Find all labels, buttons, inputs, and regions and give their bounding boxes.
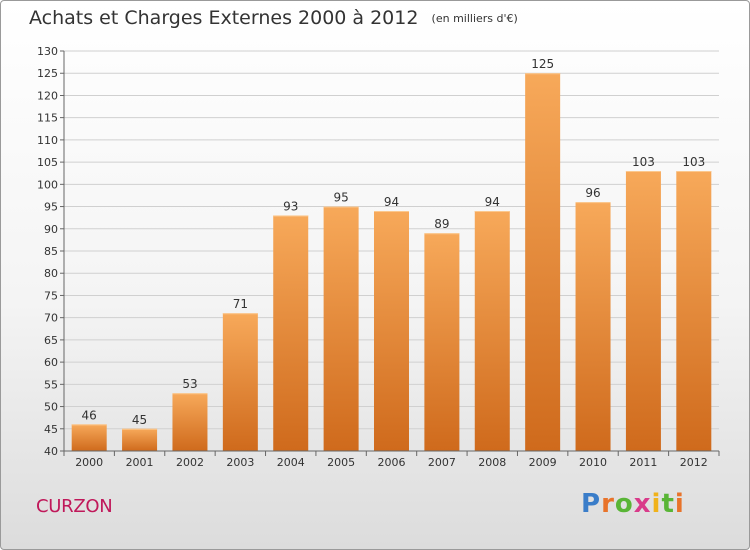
bar <box>525 73 561 451</box>
x-tick-label: 2004 <box>277 456 305 469</box>
y-tick-label: 60 <box>44 356 58 369</box>
y-tick-label: 65 <box>44 334 58 347</box>
data-label: 89 <box>434 217 449 231</box>
x-tick-label: 2003 <box>226 456 254 469</box>
data-label: 95 <box>333 191 348 205</box>
x-tick-label: 2009 <box>529 456 557 469</box>
logo-letter: o <box>614 489 634 519</box>
data-label: 103 <box>682 155 705 169</box>
x-tick-label: 2012 <box>680 456 708 469</box>
y-tick-label: 130 <box>37 45 58 58</box>
data-labels: 46 45 53 71 93 95 94 89 94 125 96 103 103 <box>82 57 706 427</box>
bars <box>71 73 712 451</box>
place-name: CURZON <box>36 496 113 517</box>
y-tick-label: 105 <box>37 156 58 169</box>
bar <box>374 211 409 451</box>
bar <box>575 202 611 451</box>
x-tick-label: 2007 <box>428 456 456 469</box>
x-axis-ticks: 2000 2001 2002 2003 2004 2005 2006 2007 2008 2009… <box>63 451 720 469</box>
logo-letter: i <box>651 489 662 519</box>
y-tick-label: 120 <box>37 89 58 102</box>
y-tick-label: 45 <box>44 423 58 436</box>
y-tick-label: 55 <box>44 378 58 391</box>
data-label: 46 <box>82 408 97 422</box>
logo-letter: P <box>581 489 602 519</box>
data-label: 103 <box>632 155 655 169</box>
data-label: 94 <box>485 195 500 209</box>
bar <box>71 424 107 451</box>
bar <box>474 211 510 451</box>
x-tick-label: 2006 <box>378 456 406 469</box>
bar <box>676 171 712 451</box>
data-label: 93 <box>283 199 298 213</box>
y-tick-label: 50 <box>44 401 58 414</box>
y-tick-label: 75 <box>44 289 58 302</box>
chart-title: Achats et Charges Externes 2000 à 2012 <box>29 7 419 29</box>
logo-letter: x <box>633 489 652 519</box>
x-tick-label: 2005 <box>327 456 355 469</box>
x-tick-label: 2001 <box>126 456 154 469</box>
y-tick-label: 70 <box>44 312 58 325</box>
bar <box>625 171 661 451</box>
bar <box>222 313 258 451</box>
x-tick-label: 2010 <box>579 456 607 469</box>
data-label: 53 <box>182 377 197 391</box>
data-label: 94 <box>384 195 399 209</box>
y-tick-label: 85 <box>44 245 58 258</box>
axes <box>63 51 719 452</box>
logo-letter: t <box>661 489 675 519</box>
y-tick-label: 110 <box>37 134 58 147</box>
y-tick-label: 95 <box>44 201 58 214</box>
y-tick-label: 80 <box>44 267 58 280</box>
x-tick-label: 2002 <box>176 456 204 469</box>
logo-letter: r <box>601 489 615 519</box>
y-tick-label: 90 <box>44 223 58 236</box>
logo-letter: i <box>674 489 685 519</box>
data-label: 125 <box>531 57 554 71</box>
bar <box>424 233 460 451</box>
bar <box>172 393 208 451</box>
chart-unit-note: (en milliers d'€) <box>431 12 518 25</box>
y-tick-label: 125 <box>37 67 58 80</box>
x-tick-label: 2000 <box>75 456 103 469</box>
chart-title-block: Achats et Charges Externes 2000 à 2012 (… <box>29 7 518 29</box>
y-tick-label: 40 <box>44 445 58 458</box>
x-tick-label: 2011 <box>629 456 657 469</box>
data-label: 96 <box>585 186 600 200</box>
y-tick-label: 100 <box>37 178 58 191</box>
bar <box>323 206 359 451</box>
bar <box>122 428 158 451</box>
y-tick-label: 115 <box>37 112 58 125</box>
proxiti-logo: Proxiti <box>581 489 685 519</box>
x-tick-label: 2008 <box>478 456 506 469</box>
data-label: 45 <box>132 413 147 427</box>
data-label: 71 <box>233 297 248 311</box>
y-axis-ticks: 40 45 50 55 60 65 70 75 80 85 90 95 100 105 110 115 120 1… <box>37 45 64 458</box>
bar <box>273 215 309 451</box>
